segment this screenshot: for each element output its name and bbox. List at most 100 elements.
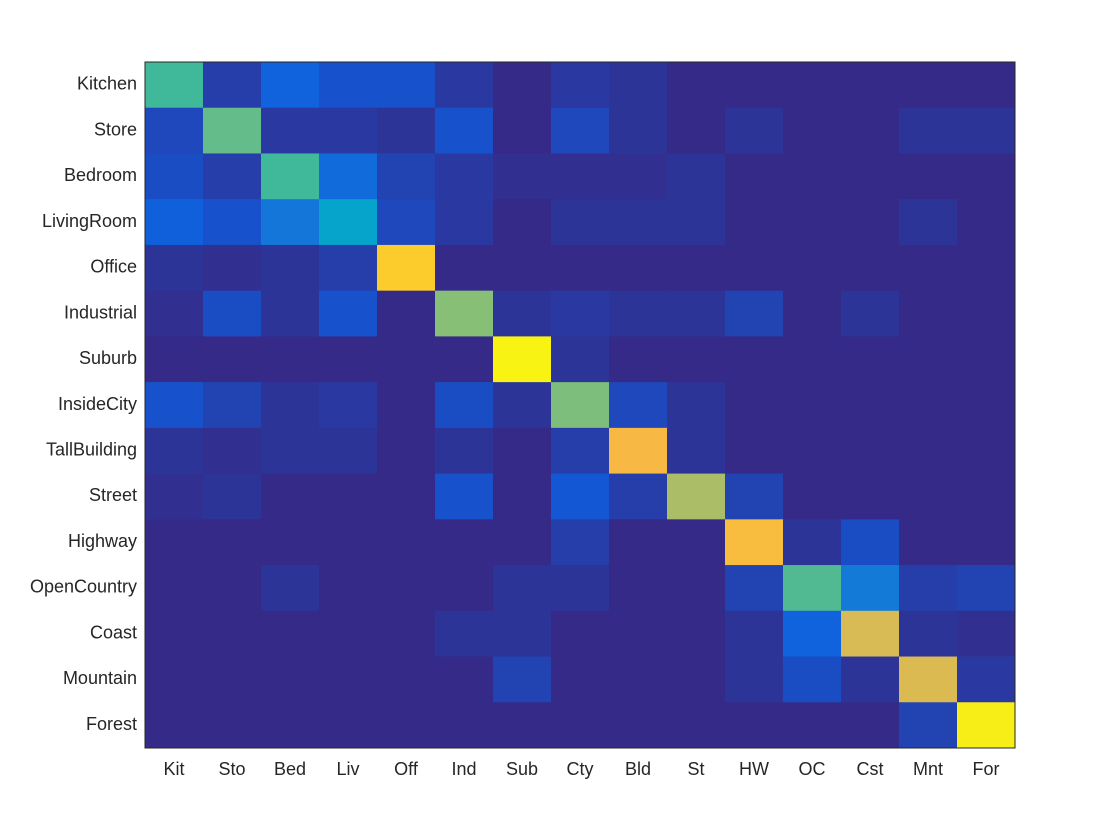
heatmap-cell [783, 565, 842, 612]
heatmap-cell [319, 702, 378, 749]
heatmap-cell [725, 199, 784, 246]
heatmap-cell [957, 519, 1016, 566]
heatmap-cell [145, 107, 204, 154]
heatmap-cell [203, 290, 262, 337]
heatmap-cell [203, 427, 262, 475]
y-tick-label: Office [90, 257, 137, 277]
heatmap-cell [493, 610, 552, 658]
heatmap-cell [899, 519, 958, 566]
y-tick-label: Industrial [64, 302, 137, 322]
heatmap-cell [551, 336, 610, 383]
heatmap-cell [841, 153, 900, 200]
heatmap-cell [377, 199, 436, 246]
heatmap-cell [551, 565, 610, 612]
heatmap-cell [493, 565, 552, 612]
heatmap-cell [667, 244, 726, 292]
heatmap-cell [841, 656, 900, 703]
heatmap-cell [203, 519, 262, 566]
heatmap-cell [899, 244, 958, 292]
heatmap-cell [841, 565, 900, 612]
heatmap-cell [551, 107, 610, 154]
y-tick-label: TallBuilding [46, 439, 137, 459]
heatmap-cell [899, 610, 958, 658]
heatmap-cell [783, 610, 842, 658]
heatmap-cell [609, 610, 668, 658]
heatmap-cell [319, 519, 378, 566]
heatmap-cell [261, 290, 320, 337]
heatmap-cell [609, 153, 668, 200]
heatmap-cell [319, 610, 378, 658]
heatmap-cell [841, 610, 900, 658]
heatmap-cell [609, 199, 668, 246]
heatmap-cell [667, 62, 726, 109]
heatmap-cell [783, 427, 842, 475]
heatmap-cell [725, 153, 784, 200]
y-tick-label: OpenCountry [30, 577, 137, 597]
heatmap-cell [203, 153, 262, 200]
heatmap-cell [435, 62, 494, 109]
heatmap-cell [957, 107, 1016, 154]
heatmap-cell [609, 427, 668, 475]
heatmap-cell [319, 290, 378, 337]
heatmap-cell [493, 473, 552, 520]
heatmap-cell [145, 565, 204, 612]
x-tick-label: Bld [625, 759, 651, 779]
x-tick-label: St [687, 759, 704, 779]
heatmap-cell [667, 427, 726, 475]
heatmap-cell [145, 519, 204, 566]
heatmap-cell [609, 565, 668, 612]
heatmap-cell [725, 107, 784, 154]
heatmap-cell [261, 473, 320, 520]
heatmap-cell [609, 244, 668, 292]
heatmap-cell [377, 702, 436, 749]
heatmap-cell [783, 62, 842, 109]
heatmap-cell [493, 519, 552, 566]
heatmap-cell [377, 519, 436, 566]
heatmap-cell [725, 656, 784, 703]
heatmap-cell [667, 473, 726, 520]
heatmap-cell [957, 656, 1016, 703]
heatmap-cell [783, 656, 842, 703]
heatmap-cell [203, 336, 262, 383]
y-tick-label: Store [94, 119, 137, 139]
heatmap-cell [203, 702, 262, 749]
heatmap-cell [261, 656, 320, 703]
heatmap-cell [377, 336, 436, 383]
heatmap-cell [667, 290, 726, 337]
heatmap-cell [957, 244, 1016, 292]
heatmap-cell [783, 244, 842, 292]
heatmap-cell [319, 153, 378, 200]
heatmap-cell [609, 702, 668, 749]
heatmap-cell [899, 62, 958, 109]
x-tick-label: Mnt [913, 759, 943, 779]
heatmap-cell [667, 565, 726, 612]
heatmap-cell [957, 473, 1016, 520]
x-tick-label: Ind [451, 759, 476, 779]
heatmap-cell [435, 702, 494, 749]
heatmap-cell [899, 473, 958, 520]
heatmap-cell [435, 565, 494, 612]
heatmap-cell [609, 519, 668, 566]
heatmap-cell [493, 702, 552, 749]
heatmap-cell [377, 610, 436, 658]
heatmap-cell [841, 244, 900, 292]
x-tick-label: Sub [506, 759, 538, 779]
heatmap-cell [667, 336, 726, 383]
x-tick-label: OC [799, 759, 826, 779]
heatmap-cell [551, 244, 610, 292]
heatmap-cell [899, 382, 958, 429]
heatmap-cell [957, 336, 1016, 383]
x-tick-label: Liv [336, 759, 359, 779]
heatmap-cell [493, 656, 552, 703]
heatmap-cell [667, 656, 726, 703]
heatmap-cell [725, 702, 784, 749]
heatmap-cell [841, 62, 900, 109]
heatmap-cell [261, 199, 320, 246]
heatmap-cell [551, 62, 610, 109]
heatmap-cell [609, 382, 668, 429]
heatmap-cell [261, 519, 320, 566]
heatmap-cell [551, 656, 610, 703]
heatmap-cell [899, 153, 958, 200]
heatmap-cell [377, 565, 436, 612]
heatmap-cell [261, 107, 320, 154]
